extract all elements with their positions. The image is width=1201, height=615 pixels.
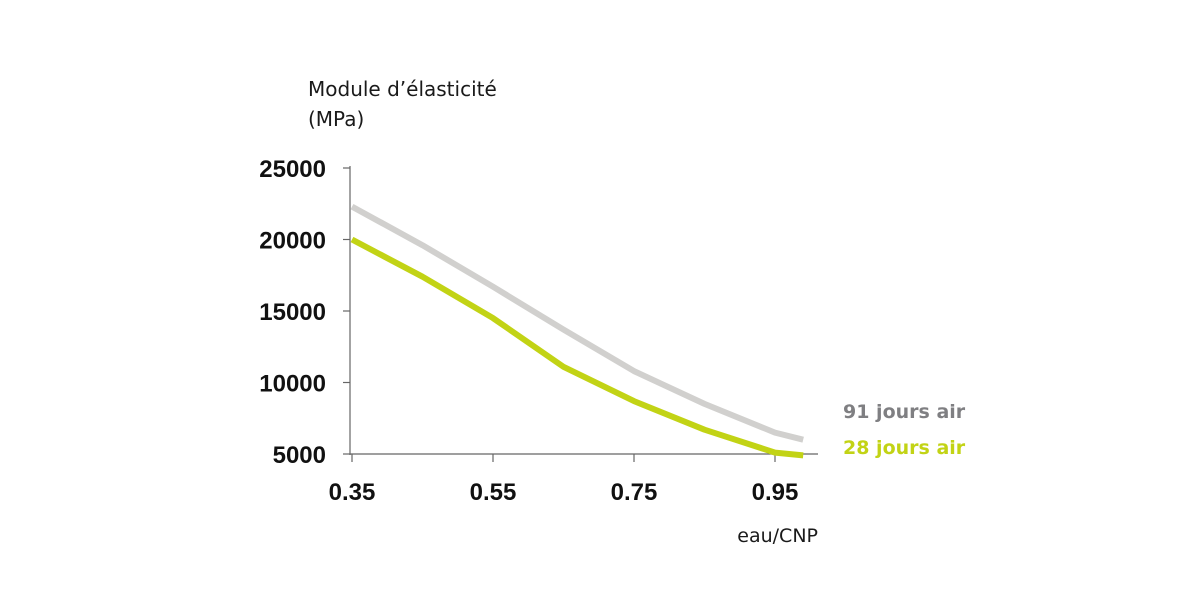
x-tick-label: 0.55 xyxy=(470,479,517,506)
legend-label: 28 jours air xyxy=(843,437,966,459)
x-tick-label: 0.35 xyxy=(329,479,376,506)
series-line-91-jours-air xyxy=(350,203,804,443)
y-tick-label: 10000 xyxy=(259,371,326,398)
y-axis-label-line-1: Module d’élasticité xyxy=(308,77,497,101)
y-tick-label: 15000 xyxy=(259,299,326,326)
series-line-28-jours-air xyxy=(350,236,804,459)
x-axis-ticks: 0.35 0.55 0.75 0.95 xyxy=(329,454,799,506)
y-tick-label: 5000 xyxy=(273,442,326,469)
legend: 91 jours air 28 jours air xyxy=(843,401,966,459)
x-tick-label: 0.95 xyxy=(752,479,799,506)
y-tick-label: 25000 xyxy=(259,156,326,183)
x-axis-label: eau/CNP xyxy=(737,525,818,547)
y-tick-label: 20000 xyxy=(259,228,326,255)
y-axis-label-line-2: (MPa) xyxy=(308,107,364,131)
y-axis-ticks: 25000 20000 15000 10000 5000 xyxy=(259,156,350,469)
legend-label: 91 jours air xyxy=(843,401,966,423)
series-layer xyxy=(350,203,804,459)
x-tick-label: 0.75 xyxy=(611,479,658,506)
